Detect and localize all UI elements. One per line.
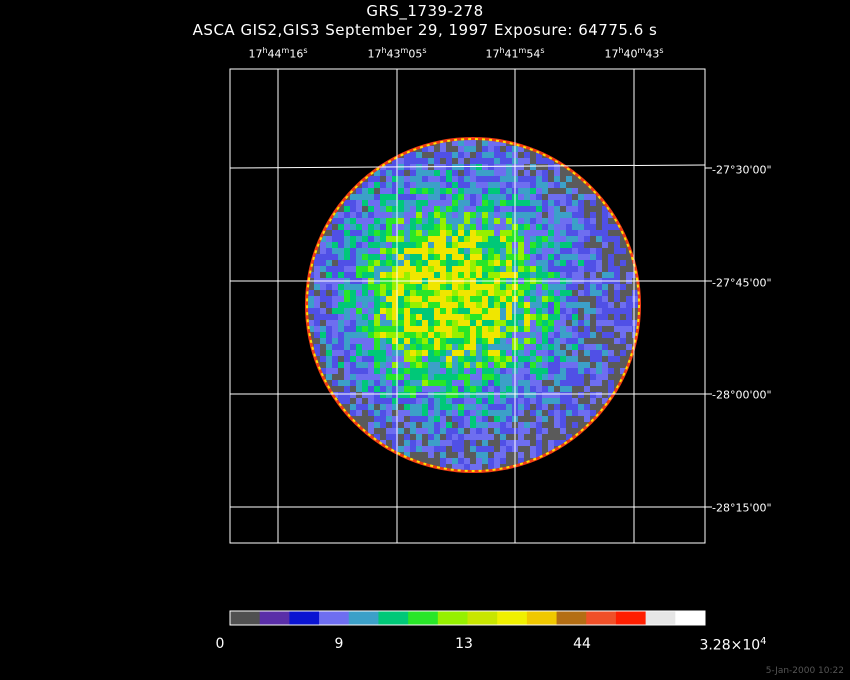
axis-ticks	[705, 167, 712, 508]
map-title: GRS_1739-278	[366, 2, 484, 20]
colorbar-swatch	[408, 611, 439, 625]
ra-label-1: 17h44m16s	[248, 46, 308, 61]
dec-label-1: -27°30'00"	[712, 163, 772, 177]
colorbar-swatch	[586, 611, 617, 625]
detector-edge-highlight	[306, 138, 640, 472]
colorbar-swatch	[378, 611, 409, 625]
colorbar-swatch	[556, 611, 587, 625]
colorbar-label-4: 44	[573, 636, 591, 652]
colorbar-swatch	[259, 611, 290, 625]
colorbar-swatch	[615, 611, 647, 625]
ra-label-4: 17h40m43s	[604, 46, 664, 61]
plot-frame	[229, 68, 706, 544]
dec-label-2: -27°45'00"	[712, 276, 772, 290]
dec-label-4: -28°15'00"	[712, 501, 772, 515]
emission-pattern	[308, 140, 638, 470]
colorbar-label-2: 9	[334, 636, 344, 652]
footer-timestamp: 5-Jan-2000 10:22	[765, 666, 844, 676]
colorbar-swatch	[675, 611, 706, 625]
map-subtitle: ASCA GIS2,GIS3 September 29, 1997 Exposu…	[192, 21, 658, 39]
colorbar-swatch	[526, 611, 558, 625]
ra-label-3: 17h41m54s	[485, 46, 545, 61]
colorbar-label-max: 3.28×104	[699, 636, 767, 654]
dec-gridline-1	[229, 164, 706, 169]
colorbar-swatch	[348, 611, 379, 625]
colorbar	[230, 611, 706, 625]
colorbar-swatch	[437, 611, 468, 625]
colorbar-swatch	[289, 611, 320, 625]
ra-label-2: 17h43m05s	[367, 46, 427, 61]
colorbar-label-min: 0	[215, 636, 225, 652]
coordinate-grid	[229, 69, 706, 543]
xray-image	[305, 137, 641, 473]
dec-label-3: -28°00'00"	[712, 388, 772, 402]
colorbar-swatch	[497, 611, 528, 625]
colorbar-frame	[229, 610, 706, 626]
colorbar-label-3: 13	[455, 636, 473, 652]
colorbar-swatch	[467, 611, 498, 625]
colorbar-swatch	[230, 611, 261, 625]
colorbar-swatch	[645, 611, 676, 625]
colorbar-swatch	[319, 611, 350, 625]
